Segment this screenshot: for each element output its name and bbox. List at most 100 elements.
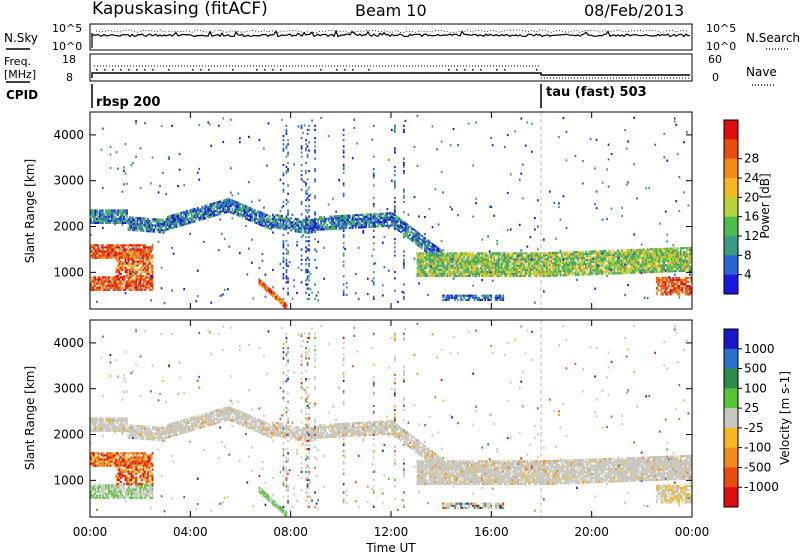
heatmap-cell (126, 244, 128, 247)
heatmap-cell (407, 234, 410, 237)
heatmap-cell (576, 255, 578, 258)
heatmap-cell (562, 258, 565, 262)
heatmap-cell (135, 276, 137, 279)
heatmap-cell (282, 163, 285, 166)
heatmap-cell (150, 288, 152, 291)
heatmap-cell (403, 130, 405, 133)
heatmap-cell (583, 273, 586, 276)
heatmap-cell (670, 282, 673, 286)
heatmap-cell (354, 224, 357, 227)
heatmap-cell (419, 254, 422, 257)
heatmap-cell (102, 276, 104, 279)
nave-dot (232, 69, 234, 71)
heatmap-cell (565, 265, 568, 268)
heatmap-cell (111, 219, 113, 222)
heatmap-cell (488, 256, 491, 259)
heatmap-cell (127, 284, 130, 287)
heatmap-cell (655, 270, 658, 273)
heatmap-cell (600, 272, 602, 275)
heatmap-cell (129, 258, 131, 261)
heatmap-cell (445, 296, 447, 299)
heatmap-cell (535, 272, 538, 276)
heatmap-cell (106, 215, 109, 218)
freq-panel: Freq. [MHz] 18 8 60 0 Nave (4, 53, 777, 86)
heatmap-cell (282, 221, 285, 224)
heatmap-cell (103, 246, 106, 249)
heatmap-cell (228, 202, 231, 205)
heatmap-cell (567, 274, 569, 277)
heatmap-cell (138, 252, 140, 255)
heatmap-cell (278, 296, 280, 299)
heatmap-cell (363, 217, 366, 220)
heatmap-cell (117, 217, 119, 220)
heatmap-cell (464, 294, 467, 297)
heatmap-cell (591, 271, 593, 274)
heatmap-cell (670, 278, 673, 281)
heatmap-cell (403, 188, 405, 191)
heatmap-cell (135, 256, 137, 259)
heatmap-cell (421, 241, 423, 244)
heatmap-cell (482, 260, 485, 263)
heatmap-cell (195, 300, 198, 303)
heatmap-cell (91, 213, 94, 216)
heatmap-cell (124, 266, 127, 269)
heatmap-cell (136, 256, 139, 259)
heatmap-cell (181, 217, 184, 220)
heatmap-cell (652, 262, 655, 265)
heatmap-cell (394, 217, 396, 220)
heatmap-cell (190, 217, 193, 220)
heatmap-cell (285, 277, 288, 280)
heatmap-cell (627, 253, 629, 256)
heatmap-cell (606, 217, 608, 221)
heatmap-cell (201, 218, 204, 221)
heatmap-cell (105, 221, 107, 224)
heatmap-cell (467, 296, 470, 299)
heatmap-cell (309, 272, 312, 276)
heatmap-cell (145, 227, 148, 231)
heatmap-cell (562, 268, 565, 271)
heatmap-cell (147, 246, 149, 249)
heatmap-cell (220, 202, 223, 205)
heatmap-cell (166, 217, 169, 221)
heatmap-cell (236, 205, 238, 208)
heatmap-cell (440, 249, 443, 252)
heatmap-cell (102, 256, 104, 259)
heatmap-cell (144, 276, 146, 279)
heatmap-cell (583, 252, 586, 255)
heatmap-cell (595, 138, 598, 141)
heatmap-cell (285, 155, 288, 158)
heatmap-cell (672, 282, 675, 286)
heatmap-cell (123, 262, 125, 265)
heatmap-cell (526, 270, 529, 273)
heatmap-cell (657, 254, 660, 257)
heatmap-cell (604, 254, 607, 257)
heatmap-cell (208, 205, 211, 208)
heatmap-cell (595, 264, 598, 267)
heatmap-cell (112, 282, 115, 285)
heatmap-cell (595, 273, 598, 276)
heatmap-cell (529, 274, 532, 278)
heatmap-cell (627, 261, 629, 264)
heatmap-cell (252, 297, 255, 300)
heatmap-cell (645, 187, 647, 190)
heatmap-cell (455, 266, 458, 269)
heatmap-cell (439, 260, 441, 263)
heatmap-cell (570, 257, 572, 260)
heatmap-cell (541, 262, 544, 265)
heatmap-cell (108, 219, 110, 222)
heatmap-cell (300, 155, 303, 158)
heatmap-cell (216, 211, 219, 214)
heatmap-cell (672, 280, 675, 284)
heatmap-cell (646, 252, 649, 255)
heatmap-cell (467, 260, 470, 263)
heatmap-cell (561, 253, 563, 256)
heatmap-cell (180, 211, 182, 215)
heatmap-cell (192, 218, 194, 221)
heatmap-cell (147, 223, 149, 227)
heatmap-cell (663, 291, 666, 294)
heatmap-cell (421, 256, 423, 259)
heatmap-cell (106, 278, 109, 281)
heatmap-cell (365, 217, 368, 220)
heatmap-cell (469, 294, 471, 297)
